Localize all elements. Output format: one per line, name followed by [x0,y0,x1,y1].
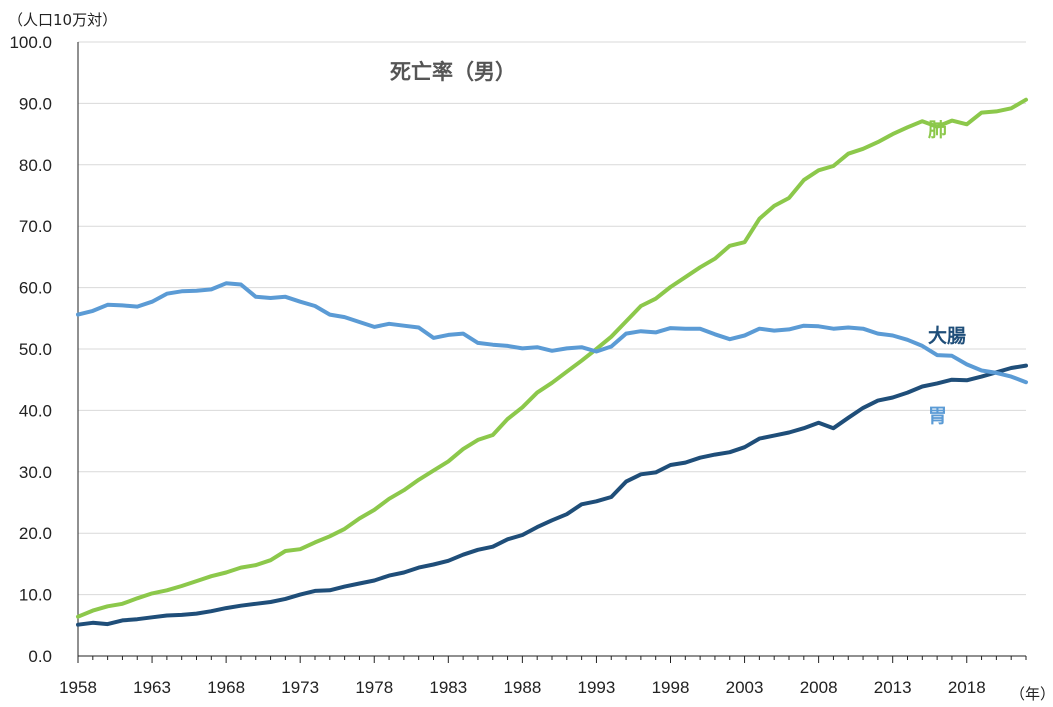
series-label: 胃 [928,405,947,427]
y-tick-label: 10.0 [19,586,52,605]
y-tick-label: 100.0 [9,33,52,52]
x-tick-label: 1993 [578,678,616,697]
y-tick-label: 60.0 [19,279,52,298]
y-tick-label: 0.0 [28,647,52,666]
x-tick-label: 1973 [281,678,319,697]
x-tick-label: 2013 [874,678,912,697]
y-tick-label: 70.0 [19,217,52,236]
y-axis-unit-label: （人口10万対） [8,11,117,29]
y-tick-label: 50.0 [19,340,52,359]
x-axis-unit-label: （年） [1010,685,1053,703]
series-label: 肺 [928,119,947,141]
axes [77,42,1027,663]
x-tick-label: 2003 [726,678,764,697]
y-tick-label: 30.0 [19,463,52,482]
y-tick-label: 20.0 [19,524,52,543]
series-label: 大腸 [928,324,966,347]
y-tick-label: 80.0 [19,156,52,175]
x-tick-label: 1958 [59,678,97,697]
y-axis-ticks: 0.0 10.0 20.0 30.0 40.0 50.0 60.0 70.0 80.0 90.0 1… [9,33,52,666]
series-line-2 [76,281,1028,385]
x-tick-label: 1968 [207,678,245,697]
series-line-1 [76,363,1028,627]
x-tick-label: 1983 [429,678,467,697]
x-tick-label: 1988 [503,678,541,697]
x-tick-label: 2018 [948,678,986,697]
chart-title: 死亡率（男） [390,60,516,84]
x-tick-label: 1963 [133,678,171,697]
series-line-0 [76,97,1028,619]
y-tick-label: 40.0 [19,401,52,420]
series-lines [76,97,1028,627]
x-axis-ticks: 1958 1963 1968 1973 1978 1983 1988 1993 1998 2003… [59,678,986,697]
x-tick-label: 2008 [800,678,838,697]
x-tick-label: 1998 [652,678,690,697]
x-tick-label: 1978 [355,678,393,697]
grid-lines [78,41,1026,596]
y-tick-label: 90.0 [19,94,52,113]
